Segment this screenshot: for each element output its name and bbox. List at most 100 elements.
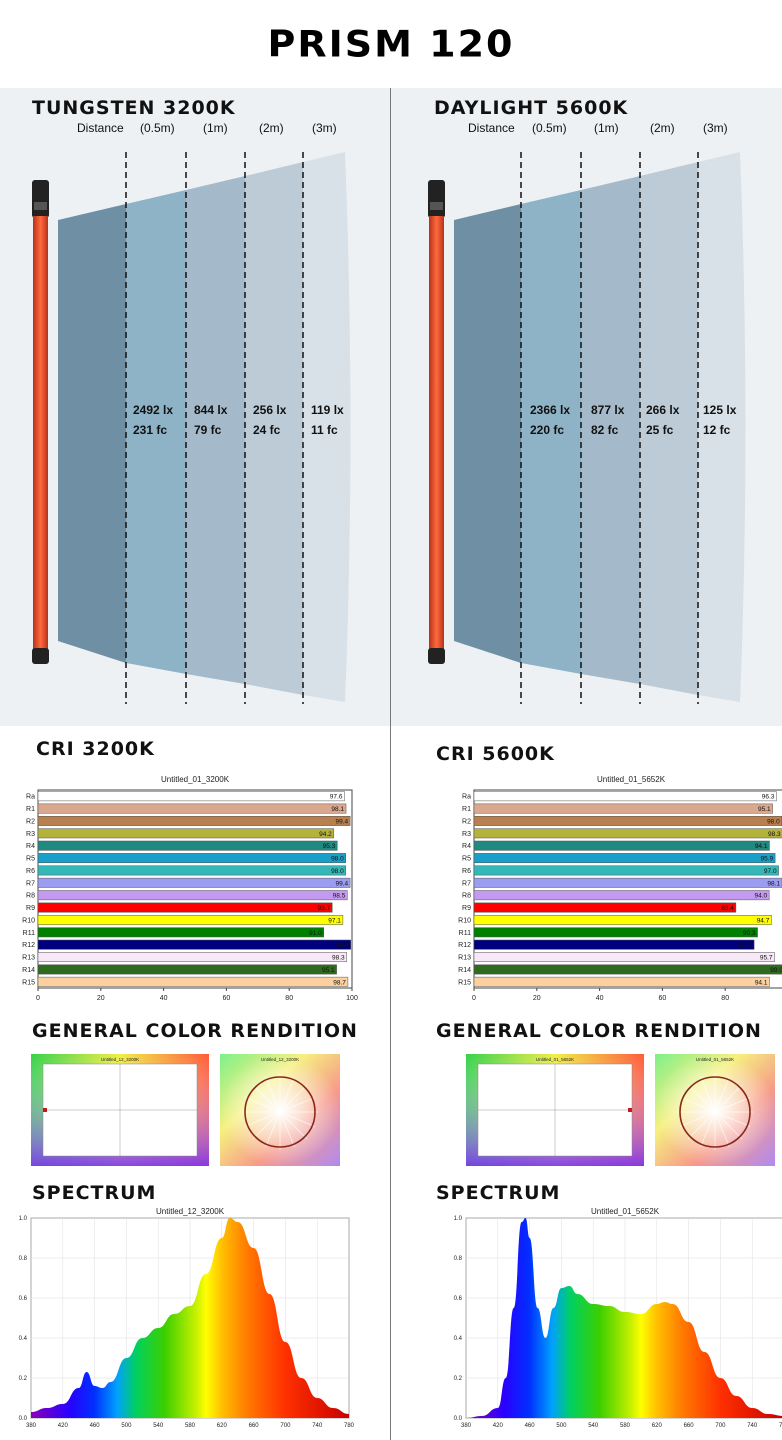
tungsten-beam-diagram <box>32 152 351 704</box>
color-shift-marker <box>628 1108 632 1112</box>
cri-label-r15: R15 <box>22 979 35 986</box>
cri-label-r12: R12 <box>458 942 471 949</box>
cri-xtick-label: 20 <box>97 995 105 1002</box>
cri-value-r7: 99.4 <box>335 880 348 887</box>
cri-xtick-label: 60 <box>659 995 667 1002</box>
distance-label: Distance <box>77 121 124 135</box>
lux-3m: 119 lx 11 fc <box>311 403 344 437</box>
cri-value-r8: 94.0 <box>755 893 768 900</box>
cri-label-r10: R10 <box>22 917 35 924</box>
cri-bar-r11 <box>37 927 324 938</box>
cri-label-r2: R2 <box>26 818 35 825</box>
spectrum-ytick-label: 0.2 <box>19 1376 28 1382</box>
center-divider <box>390 88 391 1440</box>
cri-bar-r7 <box>473 877 782 888</box>
color-vector-spoke <box>279 1111 308 1140</box>
color-vector-spoke <box>279 1084 308 1113</box>
distance-1m: (1m) <box>203 121 228 135</box>
cri-xtick-label: 20 <box>533 995 541 1002</box>
cri-chart-title: Untitled_01_3200K <box>161 775 230 784</box>
color-vector-spoke <box>714 1111 730 1148</box>
cri-bar-r10 <box>37 915 344 925</box>
cri-value-r13: 98.3 <box>332 955 345 962</box>
cri-bar-r11 <box>473 927 758 938</box>
cri-value-r5: 98.0 <box>331 856 344 863</box>
color-vector-spoke <box>252 1084 281 1113</box>
light-tube-icon <box>428 180 445 664</box>
spectrum-heading-left: SPECTRUM <box>32 1182 157 1204</box>
spectrum-3200k-chart: Untitled_12_3200K 380 420 460 500 540 580 620 66… <box>19 1207 355 1429</box>
cri-value-r4: 94.1 <box>755 843 768 850</box>
cri-value-r2: 98.0 <box>767 818 780 825</box>
color-vector-spoke <box>252 1111 281 1140</box>
spectrum-xtick-label: 380 <box>26 1423 37 1429</box>
spectrum-title: Untitled_12_3200K <box>156 1207 225 1216</box>
cri-bar-r1 <box>473 803 773 814</box>
cri-label-r15: R15 <box>458 979 471 986</box>
cri-bar-r13 <box>37 952 347 962</box>
beam-zone-1 <box>521 190 581 674</box>
cri-bar-r12 <box>473 939 755 950</box>
cri-bar-r3 <box>37 828 335 839</box>
beam-zone-3 <box>245 162 303 695</box>
cri-bar-r14 <box>473 964 782 975</box>
color-vector-spoke <box>265 1111 281 1148</box>
spectrum-ytick-label: 0.6 <box>454 1296 463 1302</box>
beam-zone-3 <box>640 162 698 695</box>
cri-label-r6: R6 <box>462 868 471 875</box>
distance-0-5m: (0.5m) <box>140 121 175 135</box>
beam-zone-4 <box>303 152 351 702</box>
cri-bar-r5 <box>473 853 776 863</box>
beam-zone-2 <box>186 176 245 684</box>
color-vector-spoke <box>279 1076 295 1113</box>
cri-value-r4: 95.3 <box>323 843 336 850</box>
cri-value-r9: 83.4 <box>721 905 734 912</box>
cri-xtick-label: 100 <box>346 995 358 1002</box>
light-tube-icon <box>32 180 49 664</box>
distance-3m: (3m) <box>703 121 728 135</box>
cri-value-r14: 99.0 <box>770 967 782 974</box>
cri-bar-r14 <box>37 964 337 975</box>
color-shift-marker <box>43 1108 47 1112</box>
spectrum-xtick-label: 780 <box>779 1423 782 1429</box>
cri-value-r5: 95.9 <box>760 856 773 863</box>
cri-value-r13: 95.7 <box>760 955 773 962</box>
cri-value-r11: 91.0 <box>309 930 322 937</box>
spectrum-area <box>466 1218 782 1418</box>
cri-label-r11: R11 <box>459 930 471 937</box>
cri-chart-title: Untitled_01_5652K <box>597 775 666 784</box>
color-vector-spoke <box>279 1097 316 1113</box>
cri-bar-r2 <box>37 816 351 826</box>
cri-5600k-heading: CRI 5600K <box>436 743 555 765</box>
color-vector-spoke <box>679 1111 716 1127</box>
cri-value-r11: 90.3 <box>743 930 756 937</box>
cri-value-r6: 97.0 <box>764 868 777 875</box>
color-vector-spoke <box>700 1076 716 1113</box>
color-vector-spoke <box>687 1111 716 1140</box>
cri-xtick-label: 80 <box>721 995 729 1002</box>
spectrum-ytick-label: 1.0 <box>19 1216 28 1222</box>
cri-value-r9: 93.7 <box>318 905 331 912</box>
color-vector-spoke <box>714 1111 743 1140</box>
daylight-beam-diagram <box>428 152 746 704</box>
spectrum-ytick-label: 0.0 <box>454 1416 463 1422</box>
spectrum-ytick-label: 0.8 <box>454 1256 463 1262</box>
cri-label-r8: R8 <box>462 893 471 900</box>
spectrum-xtick-label: 500 <box>556 1423 567 1429</box>
cri-xtick-label: 40 <box>596 995 604 1002</box>
cri-bar-r6 <box>37 865 346 876</box>
lux-3m: 125 lx 12 fc <box>703 403 737 437</box>
spectrum-xtick-label: 620 <box>217 1423 228 1429</box>
cri-bar-r5 <box>37 853 346 863</box>
cri-label-r4: R4 <box>462 843 471 850</box>
cri-xtick-label: 80 <box>285 995 293 1002</box>
cri-value-r7: 98.1 <box>767 880 780 887</box>
cri-value-r15: 98.7 <box>333 979 346 986</box>
lux-0-5m: 2366 lx 220 fc <box>530 403 571 437</box>
color-shift-title: Untitled_01_5652K <box>536 1057 574 1062</box>
cri-bar-r4 <box>37 840 338 851</box>
cri-label-r12: R12 <box>22 942 35 949</box>
cri-bar-r10 <box>473 915 772 925</box>
cri-bar-r6 <box>473 865 779 876</box>
cri-label-r8: R8 <box>26 893 35 900</box>
